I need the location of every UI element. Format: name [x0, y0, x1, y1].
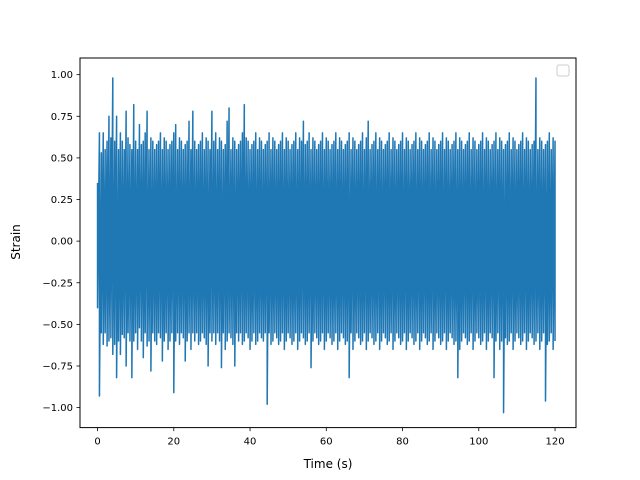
x-tick-label: 80: [396, 437, 409, 448]
x-axis-label: Time (s): [303, 457, 353, 471]
x-tick-label: 0: [94, 437, 100, 448]
x-tick-label: 40: [244, 437, 257, 448]
x-tick-label: 120: [545, 437, 564, 448]
y-tick-label: −1.00: [42, 403, 73, 414]
y-tick-label: −0.75: [42, 362, 73, 373]
y-tick-label: 0.75: [51, 112, 73, 123]
x-axis-ticks: 0 20 40 60 80 100 120: [94, 427, 565, 448]
legend-box: [556, 64, 570, 77]
x-tick-label: 100: [469, 437, 488, 448]
y-axis-ticks: −1.00 −0.75 −0.50 −0.25 0.00 0.25 0.50 0.75 1.00: [42, 70, 80, 414]
y-tick-label: 1.00: [51, 70, 73, 81]
y-tick-label: 0.50: [51, 153, 73, 164]
x-tick-label: 20: [167, 437, 180, 448]
y-axis-label: Strain: [9, 224, 23, 260]
strain-series-line: [96, 77, 556, 414]
y-tick-label: 0.25: [51, 195, 73, 206]
plot-frame: [79, 57, 577, 429]
x-tick-label: 60: [320, 437, 333, 448]
plot-area: [96, 77, 556, 414]
y-tick-label: −0.50: [42, 320, 73, 331]
y-tick-label: 0.00: [51, 237, 73, 248]
y-tick-label: −0.25: [42, 278, 73, 289]
